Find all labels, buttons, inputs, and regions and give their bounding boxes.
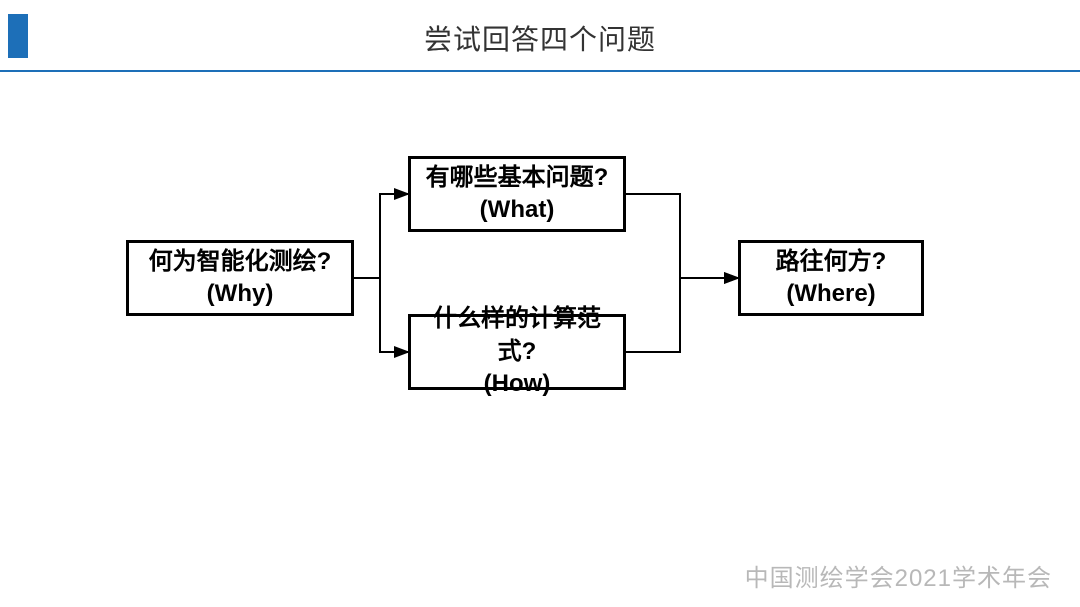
node-label-line1: 何为智能化测绘? xyxy=(149,246,332,278)
node-label-line2: (How) xyxy=(484,368,551,400)
node-label-line2: (What) xyxy=(480,194,555,226)
footer-text: 中国测绘学会2021学术年会 xyxy=(745,558,1052,593)
edge-why-to-what xyxy=(354,194,408,278)
node-label-line1: 什么样的计算范式? xyxy=(419,303,615,368)
flowchart-node-how: 什么样的计算范式?(How) xyxy=(408,314,626,390)
slide-header: 尝试回答四个问题 xyxy=(0,0,1080,72)
diagram-canvas: 何为智能化测绘?(Why) 有哪些基本问题?(What) 什么样的计算范式?(How… xyxy=(0,72,1080,532)
flowchart-node-why: 何为智能化测绘?(Why) xyxy=(126,240,354,316)
node-label-line2: (Where) xyxy=(786,278,875,310)
flowchart-node-what: 有哪些基本问题?(What) xyxy=(408,156,626,232)
flowchart-node-where: 路往何方?(Where) xyxy=(738,240,924,316)
edge-why-to-how xyxy=(354,278,408,352)
slide-title: 尝试回答四个问题 xyxy=(0,18,1080,58)
node-label-line2: (Why) xyxy=(207,278,274,310)
edge-what-to-where xyxy=(626,194,738,278)
edge-how-to-where xyxy=(626,278,738,352)
node-label-line1: 有哪些基本问题? xyxy=(426,162,609,194)
node-label-line1: 路往何方? xyxy=(776,246,887,278)
